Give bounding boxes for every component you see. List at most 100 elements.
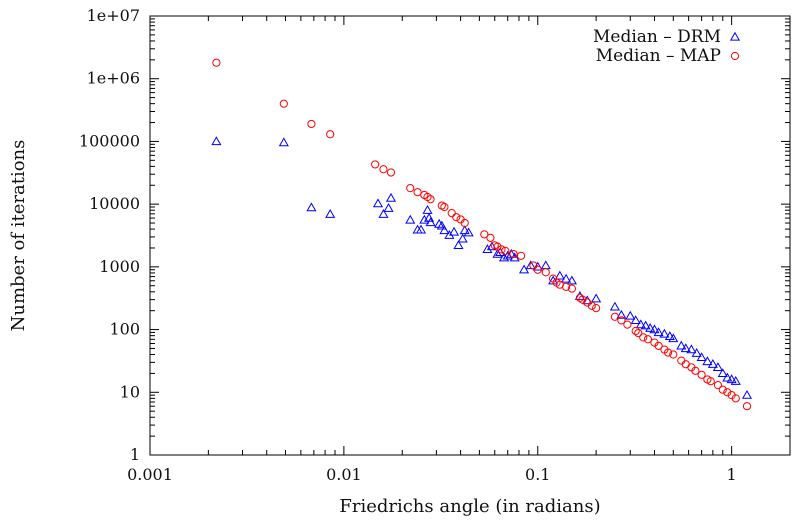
map-point bbox=[501, 246, 510, 255]
series-drm bbox=[211, 136, 753, 399]
y-tick-label: 100000 bbox=[79, 131, 140, 150]
drm-point bbox=[525, 260, 536, 270]
drm-point bbox=[325, 209, 336, 218]
drm-point bbox=[640, 320, 651, 330]
map-point bbox=[447, 208, 456, 218]
drm-point bbox=[722, 372, 733, 382]
map-point bbox=[706, 377, 715, 386]
drm-point bbox=[616, 309, 627, 319]
map-point bbox=[713, 381, 723, 390]
drm-point bbox=[385, 192, 397, 202]
drm-point bbox=[498, 252, 510, 262]
map-point bbox=[723, 388, 732, 397]
ticks-group: 0.001 0.01 0.1 1 1 10 100 1000 10000 100000 1e+06 1… bbox=[79, 6, 791, 484]
map-point bbox=[617, 316, 626, 325]
map-point bbox=[718, 385, 727, 394]
map-point bbox=[697, 370, 706, 379]
drm-point bbox=[717, 368, 728, 378]
drm-point bbox=[372, 198, 384, 208]
drm-point bbox=[278, 137, 289, 147]
drm-point bbox=[696, 352, 707, 362]
legend-marker bbox=[729, 31, 741, 41]
map-point bbox=[406, 184, 415, 193]
drm-point bbox=[730, 376, 741, 385]
map-point bbox=[307, 119, 316, 129]
legend-marker bbox=[730, 51, 740, 61]
x-tick-label: 0.001 bbox=[127, 465, 173, 484]
map-point bbox=[541, 268, 550, 277]
drm-point bbox=[448, 226, 460, 236]
map-point bbox=[742, 402, 752, 411]
y-tick-label: 10000 bbox=[89, 194, 140, 213]
drm-point bbox=[482, 244, 493, 254]
drm-point bbox=[425, 217, 436, 227]
map-point bbox=[643, 335, 653, 344]
drm-point bbox=[702, 356, 713, 366]
drm-point bbox=[459, 225, 470, 235]
map-point bbox=[379, 165, 388, 174]
drm-point bbox=[691, 347, 702, 357]
map-point bbox=[587, 301, 596, 310]
y-tick-label: 10 bbox=[120, 382, 140, 401]
drm-point bbox=[306, 202, 317, 212]
map-point bbox=[677, 356, 686, 365]
drm-point bbox=[211, 136, 222, 146]
map-point bbox=[691, 366, 700, 375]
drm-point bbox=[741, 389, 753, 399]
axes-group bbox=[149, 15, 791, 456]
map-point bbox=[497, 245, 506, 254]
map-point bbox=[610, 312, 620, 321]
drm-point bbox=[519, 264, 530, 274]
drm-point bbox=[659, 328, 670, 338]
y-tick-label: 1e+07 bbox=[87, 6, 140, 25]
drm-point bbox=[609, 301, 620, 311]
map-point bbox=[326, 130, 335, 139]
plot-frame bbox=[149, 15, 791, 456]
map-point bbox=[654, 341, 663, 350]
map-point bbox=[575, 293, 585, 302]
map-point bbox=[440, 202, 449, 212]
map-point bbox=[663, 348, 673, 357]
map-point bbox=[452, 213, 461, 222]
drm-point bbox=[383, 203, 394, 212]
y-tick-label: 1e+06 bbox=[87, 69, 140, 88]
data-points-group bbox=[211, 58, 753, 411]
map-point bbox=[386, 168, 396, 177]
map-point bbox=[426, 195, 435, 204]
drm-point bbox=[625, 310, 636, 320]
drm-point bbox=[653, 327, 664, 337]
drm-point bbox=[668, 333, 679, 343]
drm-point bbox=[554, 270, 565, 280]
drm-point bbox=[645, 323, 656, 332]
drm-point bbox=[422, 205, 433, 214]
legend-label: Median – MAP bbox=[596, 46, 721, 66]
map-point bbox=[592, 303, 601, 313]
drm-point bbox=[492, 248, 503, 258]
map-point bbox=[480, 230, 489, 239]
x-tick-label: 0.1 bbox=[525, 465, 550, 484]
map-point bbox=[639, 333, 648, 342]
map-point bbox=[561, 282, 571, 291]
y-tick-label: 1 bbox=[130, 445, 140, 464]
map-point bbox=[533, 265, 542, 274]
y-axis-label: Number of iterations bbox=[8, 140, 29, 332]
drm-point bbox=[439, 225, 450, 235]
map-point bbox=[529, 261, 538, 270]
x-tick-label: 0.01 bbox=[326, 465, 362, 484]
map-point bbox=[212, 58, 221, 67]
drm-point bbox=[591, 293, 602, 303]
drm-point bbox=[680, 343, 691, 353]
y-tick-label: 100 bbox=[109, 320, 140, 339]
map-point bbox=[623, 320, 632, 329]
drm-point bbox=[453, 240, 464, 250]
drm-point bbox=[566, 275, 577, 285]
drm-point bbox=[415, 224, 427, 234]
map-point bbox=[509, 249, 518, 259]
drm-point bbox=[676, 340, 687, 350]
y-tick-label: 1000 bbox=[99, 257, 140, 276]
drm-point bbox=[405, 214, 416, 224]
drm-point bbox=[457, 233, 468, 243]
